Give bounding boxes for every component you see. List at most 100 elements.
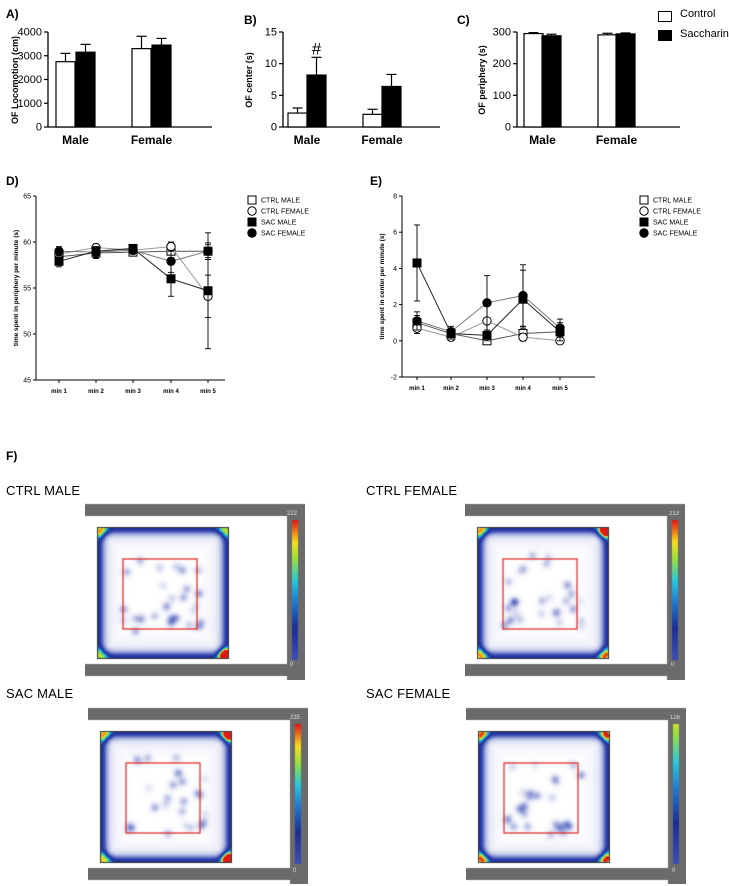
y-tick-label: 65 <box>23 194 31 201</box>
bar-saccharin-female <box>381 85 402 128</box>
bar-control-male <box>55 61 76 128</box>
panel-label-d: D) <box>6 174 19 188</box>
x-tick-label: min 5 <box>552 386 568 392</box>
heatmap-canvas <box>88 704 308 884</box>
legend-control-label: Control <box>680 8 716 20</box>
y-tick-label: 1000 <box>18 98 42 110</box>
legend-marker <box>639 206 649 216</box>
panel-label-a: A) <box>6 7 19 21</box>
x-tick-label: min 2 <box>443 386 459 392</box>
y-tick-label: 5 <box>271 90 277 102</box>
bar-control-male <box>287 112 308 128</box>
legend-marker <box>639 195 649 205</box>
y-tick-label: 100 <box>493 90 511 102</box>
x-tick-label: min 4 <box>163 389 179 395</box>
data-point <box>203 286 213 296</box>
y-axis-label: time spent in center per minute (s) <box>379 233 386 339</box>
heatmap-canvas <box>466 704 686 884</box>
y-tick-label: 0 <box>505 122 511 134</box>
data-point <box>555 323 565 333</box>
scale-max: 235 <box>290 715 301 721</box>
legend-label: SAC MALE <box>261 220 297 227</box>
legend-label: SAC MALE <box>653 220 689 227</box>
y-tick-label: 3000 <box>18 50 42 62</box>
chart-c: 0 100 200 300 OF periphery (s) Male Female <box>477 27 680 147</box>
data-point <box>412 316 422 326</box>
heatmap-label: CTRL FEMALE <box>366 483 458 498</box>
scale-max: 222 <box>287 511 298 517</box>
data-point <box>482 330 492 340</box>
legend-label: CTRL MALE <box>653 198 692 205</box>
data-point <box>91 247 101 257</box>
data-point <box>166 241 176 252</box>
legend-marker <box>247 195 257 205</box>
heatmap-canvas <box>85 500 305 680</box>
y-tick-label: 10 <box>265 58 277 70</box>
legend-saccharin-label: Saccharin <box>680 28 729 40</box>
y-tick-label: 55 <box>23 286 31 293</box>
legend-marker <box>247 206 257 216</box>
data-point <box>54 256 64 266</box>
chart-e: -2 0 2 4 6 8 min 1 min 2 min 3 min 4 min 5 time spe… <box>379 194 701 393</box>
x-tick-label: min 3 <box>479 386 495 392</box>
chart-d: 45 50 55 60 65 min 1 min 2 min 3 min 4 min 5 time … <box>13 194 309 396</box>
y-axis-label: time spent in periphery per minute (s) <box>13 230 20 346</box>
bar-saccharin-male <box>541 35 562 128</box>
y-axis-label: OF Locomotion (cm) <box>10 36 20 124</box>
scale-min: 0 <box>290 662 294 668</box>
scale-min: 0 <box>671 662 675 668</box>
heatmap-figure: 222 0 <box>85 500 305 680</box>
y-tick-label: 0 <box>393 338 397 345</box>
legend-marker <box>247 217 257 227</box>
legend-saccharin-swatch <box>658 30 672 41</box>
y-tick-label: 50 <box>23 332 31 339</box>
panel-label-e: E) <box>370 174 382 188</box>
legend-marker <box>639 228 649 238</box>
x-tick-label: min 3 <box>125 389 141 395</box>
bar-saccharin-male <box>306 74 327 128</box>
legend-label: CTRL MALE <box>261 198 300 205</box>
y-tick-label: 0 <box>271 122 277 134</box>
top-legend: Control Saccharin <box>658 8 729 42</box>
chart-b: 0 5 10 15 OF center (s) Male Female # <box>244 27 440 147</box>
x-tick-label: min 5 <box>200 389 216 395</box>
x-tick-label: min 2 <box>88 389 104 395</box>
bar-control-female <box>362 113 383 128</box>
y-tick-label: 200 <box>493 58 511 70</box>
heatmap-figure: 126 0 <box>466 704 686 884</box>
data-point <box>446 327 456 337</box>
data-point <box>203 246 213 256</box>
scale-max: 213 <box>669 511 680 517</box>
legend-control-swatch <box>658 11 672 22</box>
bar-saccharin-female <box>151 44 172 128</box>
data-point <box>412 258 422 268</box>
y-axis-label: OF center (s) <box>244 52 254 108</box>
y-tick-label: 4 <box>393 266 397 273</box>
x-tick-label: Male <box>294 133 321 147</box>
y-tick-label: 4000 <box>18 27 42 39</box>
data-point <box>166 256 176 267</box>
y-tick-label: 300 <box>493 27 511 39</box>
y-tick-label: 15 <box>265 27 277 39</box>
x-tick-label: Male <box>62 133 89 147</box>
y-tick-label: 60 <box>23 240 31 247</box>
data-point <box>518 332 528 342</box>
panel-label-c: C) <box>457 13 470 27</box>
heatmap-label: SAC FEMALE <box>366 686 451 701</box>
y-tick-label: 45 <box>23 378 31 385</box>
legend-label: CTRL FEMALE <box>261 209 309 216</box>
heatmap-figure: 213 0 <box>465 500 685 680</box>
y-tick-label: 2000 <box>18 74 42 86</box>
legend-label: SAC FEMALE <box>653 231 698 238</box>
x-tick-label: Female <box>131 133 173 147</box>
y-tick-label: 2 <box>393 302 397 309</box>
scale-min: 0 <box>672 868 676 874</box>
legend-marker <box>639 217 649 227</box>
x-tick-label: Male <box>529 133 556 147</box>
data-point <box>128 245 138 255</box>
data-point <box>54 246 64 256</box>
x-tick-label: min 1 <box>409 386 425 392</box>
y-tick-label: -2 <box>391 375 397 382</box>
